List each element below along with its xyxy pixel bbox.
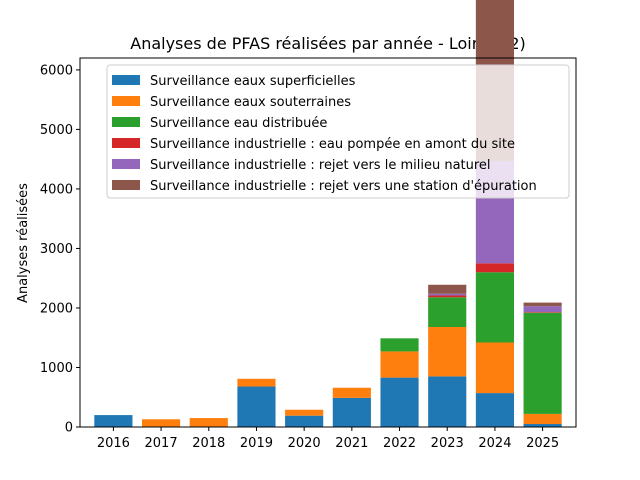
legend-swatch-2 bbox=[112, 96, 140, 106]
bar-2020-series-2 bbox=[285, 409, 324, 416]
legend-swatch-4 bbox=[112, 138, 140, 148]
legend-swatch-3 bbox=[112, 117, 140, 127]
bar-2016-series-1 bbox=[94, 415, 133, 427]
y-tick-label-5000: 5000 bbox=[40, 123, 73, 138]
y-axis-label: Analyses réalisées bbox=[16, 183, 31, 303]
bar-2019-series-2 bbox=[237, 378, 276, 387]
chart-title: Analyses de PFAS réalisées par année - L… bbox=[130, 34, 525, 53]
legend-label-3: Surveillance eau distribuée bbox=[150, 116, 327, 131]
bar-2024-series-3 bbox=[475, 272, 514, 343]
legend: Surveillance eaux superficielles Surveill… bbox=[106, 64, 570, 199]
bar-2018-series-2 bbox=[189, 418, 228, 427]
axes-layer: 0 1000 2000 3000 4000 5000 6000 2016 2017 2018 201… bbox=[40, 57, 577, 451]
x-tick-label-2020: 2020 bbox=[288, 436, 321, 451]
bar-2024-series-2 bbox=[475, 342, 514, 394]
bar-2023-series-1 bbox=[428, 376, 467, 427]
legend-label-1: Surveillance eaux superficielles bbox=[150, 74, 356, 89]
legend-frame bbox=[106, 64, 570, 199]
bar-2020-series-1 bbox=[285, 415, 324, 427]
legend-label-4: Surveillance industrielle : eau pompée e… bbox=[150, 137, 515, 152]
legend-label-2: Surveillance eaux souterraines bbox=[150, 95, 351, 110]
bar-2023-series-5 bbox=[428, 293, 467, 296]
bar-2022-series-3 bbox=[380, 338, 419, 352]
plot-frame bbox=[79, 57, 577, 428]
bar-2023-series-2 bbox=[428, 327, 467, 377]
bars-layer bbox=[94, 0, 562, 427]
x-tick-label-2017: 2017 bbox=[145, 436, 178, 451]
bar-2021-series-1 bbox=[332, 397, 371, 427]
bar-2023-series-3 bbox=[428, 297, 467, 328]
bar-2022-series-2 bbox=[380, 351, 419, 378]
x-tick-label-2024: 2024 bbox=[478, 436, 511, 451]
bar-2025-series-3 bbox=[523, 312, 562, 414]
x-tick-label-2016: 2016 bbox=[97, 436, 130, 451]
bar-2021-series-2 bbox=[332, 387, 371, 398]
y-tick-label-4000: 4000 bbox=[40, 182, 73, 197]
bar-2023-series-4 bbox=[428, 295, 467, 298]
y-tick-label-6000: 6000 bbox=[40, 63, 73, 78]
y-tick-label-0: 0 bbox=[65, 421, 73, 436]
bar-2025-series-6 bbox=[523, 302, 562, 307]
bar-2025-series-4 bbox=[523, 312, 562, 313]
x-tick-label-2019: 2019 bbox=[240, 436, 273, 451]
legend-label-6: Surveillance industrielle : rejet vers u… bbox=[150, 179, 537, 194]
x-tick-label-2021: 2021 bbox=[335, 436, 368, 451]
bar-2024-series-1 bbox=[475, 393, 514, 427]
bar-2025-series-5 bbox=[523, 306, 562, 313]
legend-swatch-6 bbox=[112, 180, 140, 190]
x-tick-label-2025: 2025 bbox=[526, 436, 559, 451]
legend-label-5: Surveillance industrielle : rejet vers l… bbox=[150, 158, 491, 173]
bar-2024-series-4 bbox=[475, 263, 514, 273]
x-tick-label-2022: 2022 bbox=[383, 436, 416, 451]
x-tick-label-2018: 2018 bbox=[192, 436, 225, 451]
legend-swatch-1 bbox=[112, 75, 140, 85]
bar-2025-series-1 bbox=[523, 424, 562, 427]
y-tick-label-2000: 2000 bbox=[40, 301, 73, 316]
bar-2023-series-6 bbox=[428, 284, 467, 294]
bar-2022-series-1 bbox=[380, 377, 419, 427]
legend-swatch-5 bbox=[112, 159, 140, 169]
x-tick-label-2023: 2023 bbox=[431, 436, 464, 451]
bar-2025-series-2 bbox=[523, 413, 562, 425]
y-tick-label-1000: 1000 bbox=[40, 361, 73, 376]
y-tick-label-3000: 3000 bbox=[40, 242, 73, 257]
bar-2019-series-1 bbox=[237, 386, 276, 427]
bar-2017-series-2 bbox=[142, 419, 181, 427]
